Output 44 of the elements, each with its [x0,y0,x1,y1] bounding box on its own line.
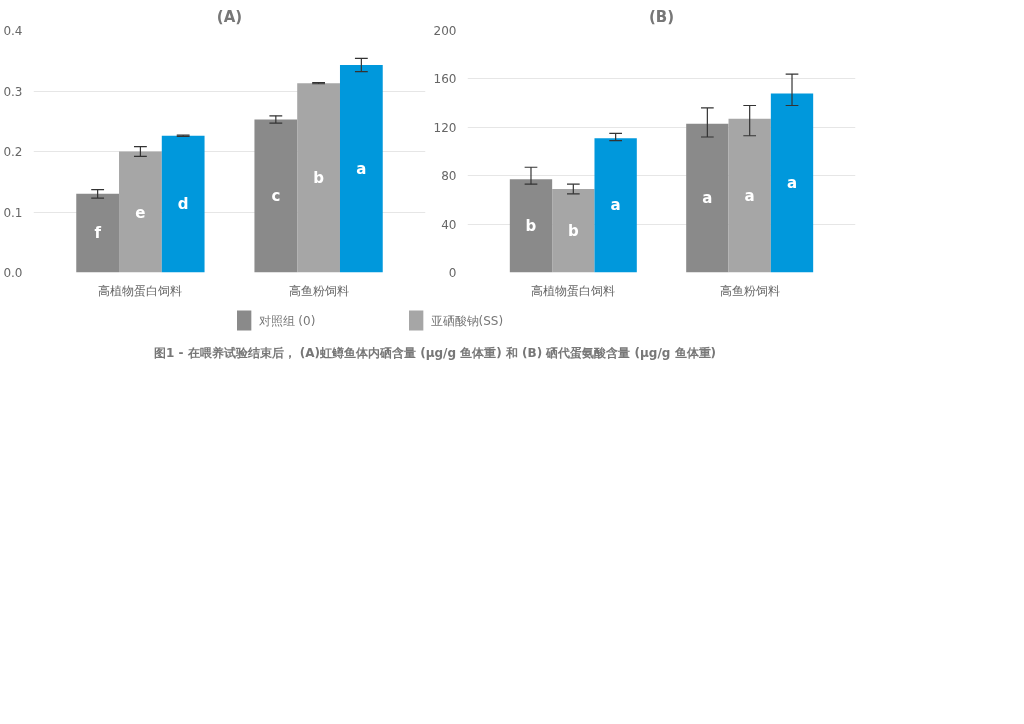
y-tick-label: 40 [441,217,457,232]
bar [552,189,595,273]
y-tick-label: 160 [433,72,457,87]
data-label: a [744,186,755,205]
bar [297,83,340,273]
bar [728,118,771,273]
data-label: b [313,168,325,187]
y-tick-label: 0.2 [3,145,23,159]
bar [76,193,120,273]
bar [594,138,637,273]
caption: 图1 - 在喂养试验结束后， (A)虹鳟鱼体内硒含量 (μg/g 鱼体重) 和 (B) 硒代蛋氨酸含量 (μg/g 鱼体重) [153,345,717,362]
data-label: b [567,221,579,240]
bar [254,119,298,273]
data-label: e [135,204,146,222]
chart-title: (B) [648,7,675,26]
y-tick-label: 0.4 [3,24,23,38]
x-tick-label: 高鱼粉饲料 [288,283,349,298]
y-tick-label: 0.3 [3,84,23,99]
bar [509,179,553,273]
data-label: a [610,196,621,215]
legend-label: 对照组 (0) [258,313,316,328]
bar [770,93,814,273]
data-label: a [786,173,798,192]
y-tick-label: 120 [433,120,457,135]
y-tick-label: 0 [448,266,457,280]
y-tick-label: 80 [441,169,457,184]
data-label: d [177,195,189,214]
x-tick-label: 高植物蛋白饲料 [98,283,183,298]
data-label: b [525,216,537,235]
y-tick-label: 0.0 [3,266,23,280]
bar [339,64,383,273]
bar [161,135,205,273]
data-label: c [271,186,281,205]
y-tick-label: 0.1 [3,205,23,220]
chart-title: (A) [216,7,243,26]
bar [119,151,162,273]
x-tick-label: 高鱼粉饲料 [719,283,780,298]
bar [686,123,729,273]
y-tick-label: 200 [433,24,457,38]
data-label: f [94,224,102,243]
legend-label: 亚硒酸钠(SS) [430,313,504,328]
data-label: a [702,189,713,208]
data-label: a [356,159,367,178]
x-tick-label: 高植物蛋白饲料 [531,283,616,298]
